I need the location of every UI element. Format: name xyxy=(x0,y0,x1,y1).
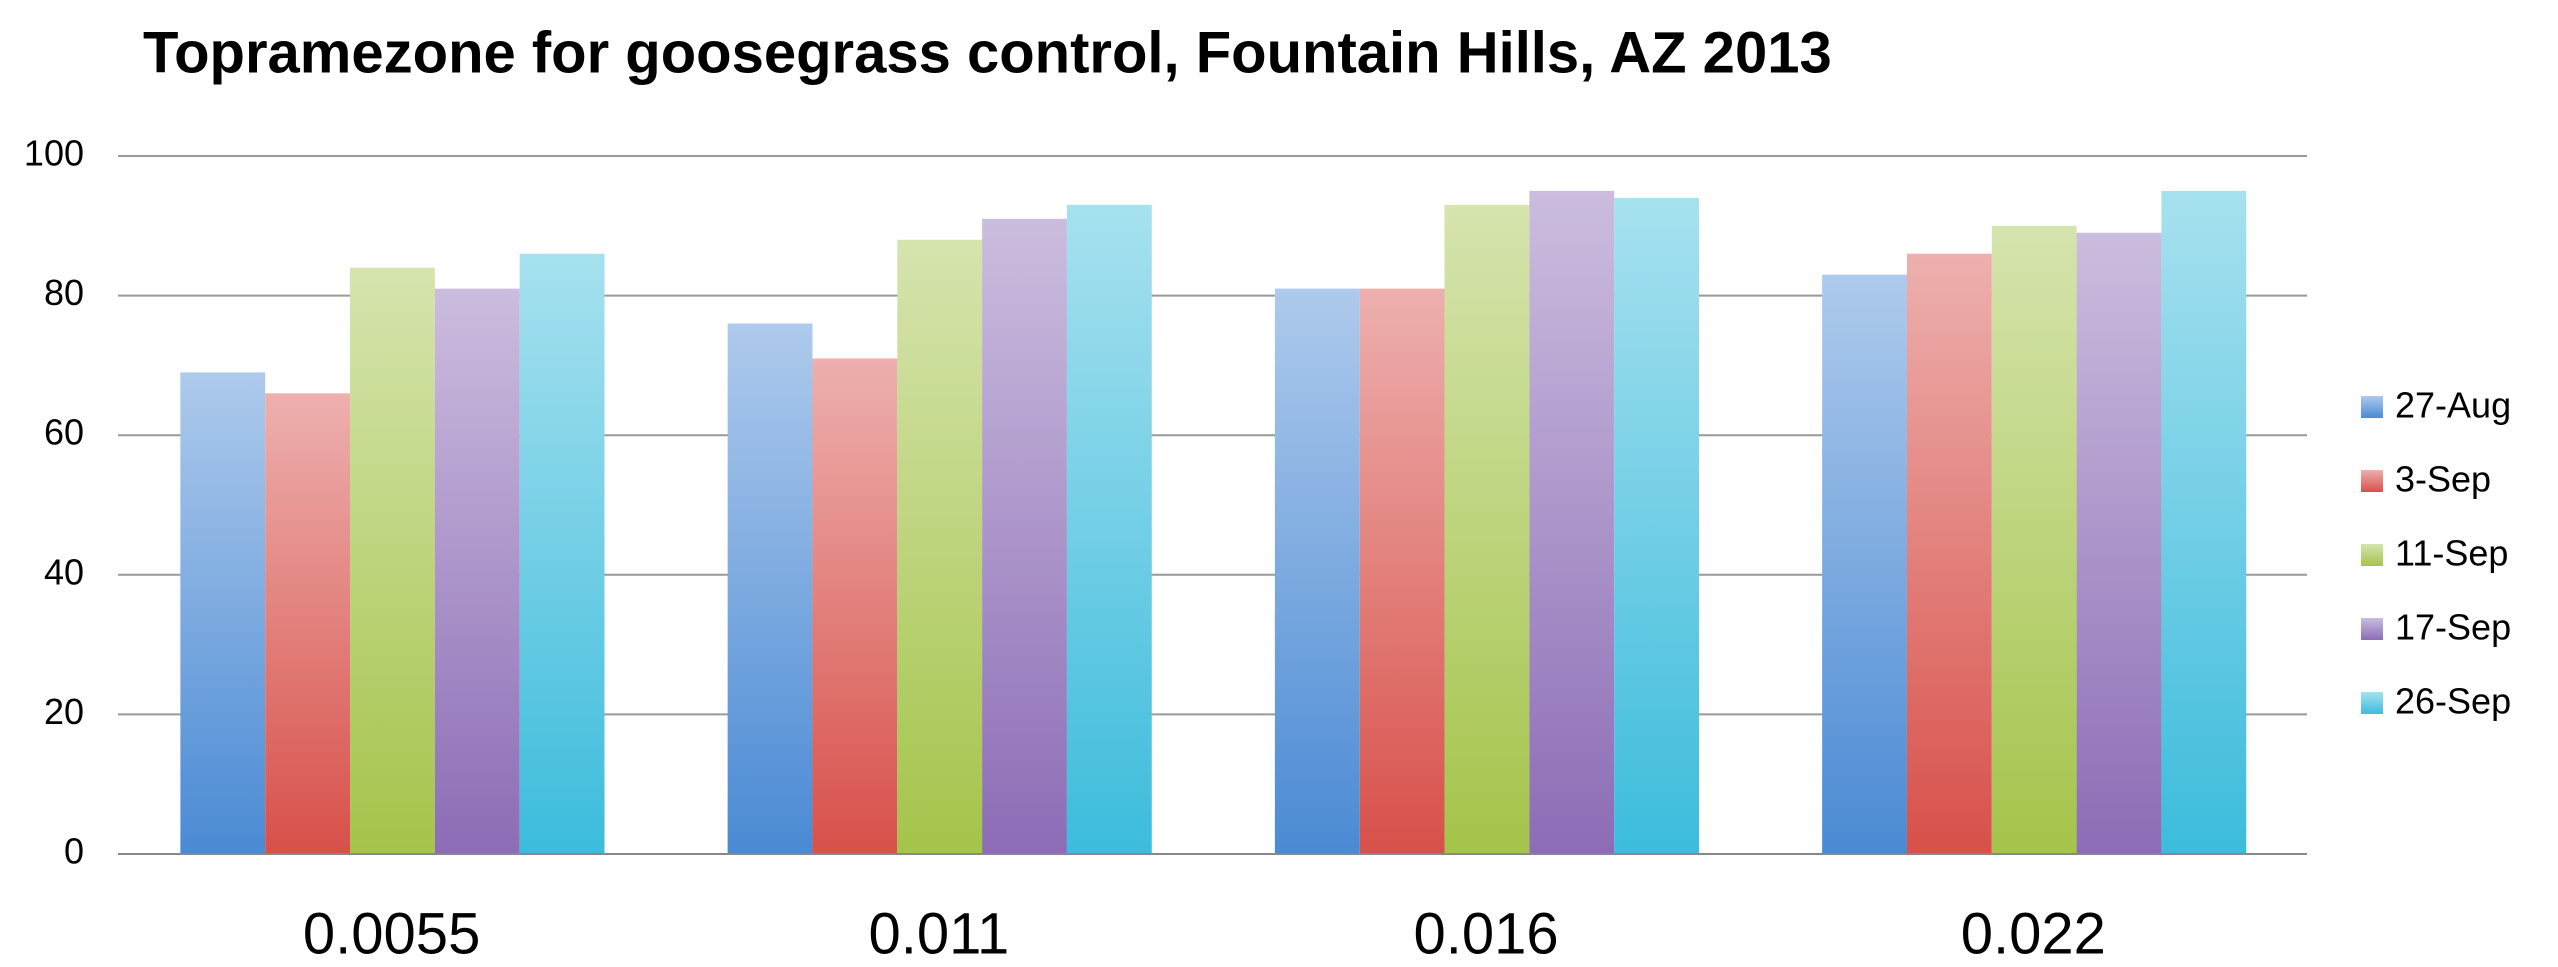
legend-label: 27-Aug xyxy=(2395,385,2511,426)
bar xyxy=(982,218,1067,854)
bar xyxy=(350,267,435,854)
bar xyxy=(727,323,813,854)
bar xyxy=(1906,253,1992,855)
x-tick-label: 0.022 xyxy=(1961,901,2106,966)
legend-swatch xyxy=(2361,618,2383,640)
bar xyxy=(1822,274,1907,854)
y-tick-label: 80 xyxy=(44,272,84,313)
legend-label: 26-Sep xyxy=(2395,681,2511,722)
legend-swatch xyxy=(2361,396,2383,418)
bar xyxy=(897,239,983,854)
bar xyxy=(1614,197,1700,854)
bar xyxy=(1066,204,1152,855)
bar xyxy=(434,288,520,854)
x-tick-label: 0.0055 xyxy=(303,901,480,966)
legend-swatch xyxy=(2361,692,2383,714)
y-tick-label: 60 xyxy=(44,412,84,453)
bar xyxy=(265,393,351,854)
bar xyxy=(2076,232,2162,854)
y-tick-label: 40 xyxy=(44,551,84,592)
legend-swatch xyxy=(2361,470,2383,492)
x-tick-label: 0.016 xyxy=(1414,901,1559,966)
bar xyxy=(1444,204,1530,855)
y-tick-label: 20 xyxy=(44,691,84,732)
bar xyxy=(1359,288,1445,854)
bar xyxy=(1991,225,2077,855)
legend-swatch xyxy=(2361,544,2383,566)
legend-label: 17-Sep xyxy=(2395,607,2511,648)
bar xyxy=(2161,190,2247,854)
y-tick-label: 100 xyxy=(24,133,84,174)
chart-title: Topramezone for goosegrass control, Foun… xyxy=(143,20,1832,85)
bar xyxy=(519,253,605,855)
bar xyxy=(1274,288,1360,854)
bar xyxy=(1529,190,1615,854)
legend-label: 11-Sep xyxy=(2395,533,2508,574)
y-tick-label: 0 xyxy=(64,831,84,872)
bar xyxy=(812,358,898,854)
legend-label: 3-Sep xyxy=(2395,459,2491,500)
bar xyxy=(180,372,266,854)
x-tick-label: 0.011 xyxy=(868,901,1009,966)
